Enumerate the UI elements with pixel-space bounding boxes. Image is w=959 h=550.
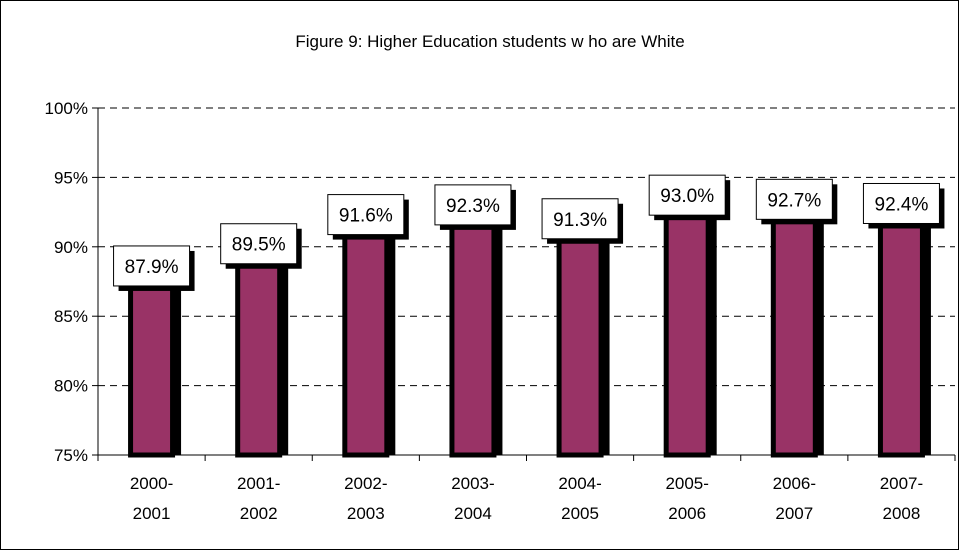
y-tick-label: 100% — [45, 99, 88, 118]
x-tick-label-line: 2002 — [240, 504, 278, 523]
y-tick-label: 85% — [54, 307, 88, 326]
chart-title: Figure 9: Higher Education students w ho… — [295, 32, 684, 51]
x-tick-label: 2005- 2006 — [665, 474, 708, 523]
x-tick-label-line: 2005 — [561, 504, 599, 523]
x-tick-label-line: 2007- — [880, 474, 923, 493]
data-label-box — [862, 182, 940, 224]
data-label-box — [113, 245, 191, 287]
bar — [877, 213, 925, 458]
x-tick-label: 2001- 2002 — [237, 474, 280, 523]
bar — [128, 275, 176, 458]
bars — [128, 205, 931, 458]
x-tick-label: 2004- 2005 — [558, 474, 601, 523]
data-label: 89.5% — [232, 235, 286, 256]
y-tick-label: 95% — [54, 168, 88, 187]
x-tick-label: 2002- 2003 — [344, 474, 387, 523]
bar — [235, 253, 283, 458]
x-tick-label-line: 2004 — [454, 504, 492, 523]
data-label-box — [434, 184, 512, 226]
data-label-box — [220, 223, 298, 265]
x-tick-label-line: 2004- — [558, 474, 601, 493]
y-tick-label: 90% — [54, 238, 88, 257]
x-tick-label-line: 2003 — [347, 504, 385, 523]
data-label: 91.6% — [339, 206, 393, 227]
bar — [342, 224, 390, 458]
x-tick-label-line: 2008 — [883, 504, 921, 523]
data-label: 92.7% — [767, 190, 821, 211]
data-label: 92.3% — [446, 196, 500, 217]
x-tick-label-line: 2005- — [665, 474, 708, 493]
x-tick-label-line: 2001 — [133, 504, 171, 523]
data-label-box — [541, 198, 619, 240]
y-axis-ticks: 75% 80% 85% 90% 95% 100% — [45, 99, 98, 465]
x-tick-label-line: 2006- — [773, 474, 816, 493]
x-tick-label: 2007- 2008 — [880, 474, 923, 523]
bar — [556, 228, 604, 458]
bar — [663, 205, 711, 458]
data-label-box — [755, 178, 833, 220]
data-label-box — [327, 194, 405, 236]
x-tick-label-line: 2003- — [451, 474, 494, 493]
x-tick-label-line: 2007 — [775, 504, 813, 523]
x-tick-label: 2006- 2007 — [773, 474, 816, 523]
data-label: 91.3% — [553, 210, 607, 231]
x-axis-ticks: 2000- 2001 2001- 2002 2002- 2003 2003- 2004 2004… — [130, 474, 923, 523]
x-tick-label: 2003- 2004 — [451, 474, 494, 523]
data-label: 93.0% — [660, 186, 714, 207]
x-tick-label-line: 2001- — [237, 474, 280, 493]
data-label: 92.4% — [875, 194, 929, 215]
data-label: 87.9% — [125, 257, 179, 278]
y-tick-label: 75% — [54, 446, 88, 465]
bar — [449, 214, 497, 458]
data-labels: 87.9% 89.5% 91.6% 92.3% 91.3% 93.0% 92.7% 92.4% — [113, 174, 945, 291]
x-tick-label: 2000- 2001 — [130, 474, 173, 523]
data-label-box — [648, 174, 726, 216]
axes — [97, 108, 956, 461]
x-tick-label-line: 2006 — [668, 504, 706, 523]
x-tick-label-line: 2000- — [130, 474, 173, 493]
x-tick-label-line: 2002- — [344, 474, 387, 493]
y-tick-label: 80% — [54, 377, 88, 396]
bar — [770, 209, 818, 458]
